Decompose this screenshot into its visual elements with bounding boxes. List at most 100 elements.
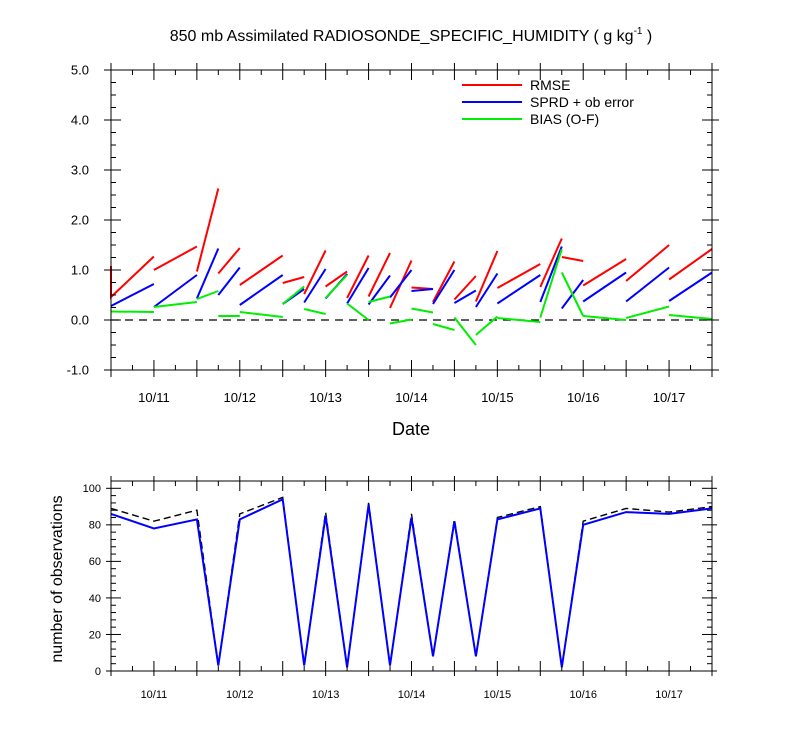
y-tick-label-2-0: 2.0 [71,213,89,228]
series-segment-sprd-ob-error [432,269,456,305]
series-segment-sprd-ob-error [389,269,413,299]
series-segment-sprd-ob-error [153,274,198,308]
x-tick-label-10-13: 10/13 [309,390,342,405]
series-segment-rmse [432,261,456,303]
bottom-axis-ticks: 10/11 10/12 10/13 10/14 10/15 10/16 10/17 0 20 40… [83,476,717,701]
legend-label-bias-o-f: BIAS (O-F) [530,111,599,127]
series-segment-bias-o-f [411,307,434,314]
x-tick-label-10-14: 10/14 [395,390,428,405]
series-segment-bias-o-f [475,315,499,336]
series-segment-bias-o-f [583,315,627,321]
top-axis-ticks: 10/11 10/12 10/13 10/14 10/15 10/16 10/17 5.0 4.… [67,63,719,405]
series-segment-sprd-ob-error [625,266,670,303]
series-segment-sprd-ob-error [453,289,477,304]
series-segment-bias-o-f [346,302,370,321]
series-segment-bias-o-f [625,305,670,319]
series-segment-rmse [625,244,670,282]
x-tick-label-10-14: 10/14 [398,689,426,701]
y-tick-label-100: 100 [83,483,101,495]
series-segment-rmse [367,252,391,297]
series-segment-rmse [217,247,241,275]
legend-label-sprd-ob-error: SPRD + ob error [530,94,634,110]
series-sprd-ob-error [110,246,713,310]
series-segment-rmse [153,245,198,271]
y-tick-label-1-0: -1.0 [67,363,89,378]
y-tick-label-0-0: 0.0 [71,313,89,328]
y-tick-label-40: 40 [89,593,101,605]
series-segment-rmse [561,256,584,262]
y-tick-label-4-0: 4.0 [71,113,89,128]
x-tick-label-10-12: 10/12 [226,689,254,701]
series-segment-sprd-ob-error [303,268,327,304]
x-tick-label-10-16: 10/16 [567,390,600,405]
y-tick-label-5-0: 5.0 [71,63,89,78]
chart-title-superscript: -1 [634,26,643,37]
series-bias-o-f [110,248,713,346]
series-segment-rmse [582,258,627,287]
series-segment-sprd-ob-error [496,274,541,305]
x-axis-label: Date [392,419,430,439]
series-segment-bias-o-f [239,311,283,318]
series-segment-bias-o-f [669,314,713,320]
series-segment-rmse [239,254,284,286]
series-segment-rmse [668,248,713,281]
series-used-observations [110,497,713,668]
series-segment-rmse [195,188,220,272]
series-segment-rmse [496,263,541,289]
series-segment-sprd-ob-error [582,271,627,303]
series-segment-bias-o-f [560,272,585,317]
series-segment-sprd-ob-error [668,271,713,302]
series-segment-rmse [282,276,305,284]
x-tick-label-10-16: 10/16 [569,689,597,701]
series-segment-sprd-ob-error [367,274,391,306]
y-tick-label-3-0: 3.0 [71,163,89,178]
chart-title-main: 850 mb Assimilated RADIOSONDE_SPECIFIC_H… [170,28,634,45]
series-segment-sprd-ob-error [239,274,284,306]
x-tick-label-10-12: 10/12 [224,390,257,405]
y-tick-label-60: 60 [89,556,101,568]
chart-title-end: ) [642,28,652,45]
series-segment-bias-o-f [539,248,563,318]
series-segment-rmse [110,255,155,300]
series-segment-rmse [474,250,499,302]
series-segment-sprd-ob-error [346,267,370,305]
series-segment-bias-o-f [282,285,305,305]
series-segment-rmse [325,270,348,288]
chart-title: 850 mb Assimilated RADIOSONDE_SPECIFIC_H… [170,26,653,45]
y-tick-label-0: 0 [95,666,101,678]
x-tick-label-10-13: 10/13 [312,689,340,701]
series-segment-bias-o-f [153,301,198,308]
x-tick-label-10-15: 10/15 [484,689,512,701]
series-segment-bias-o-f [324,274,348,299]
series-segment-bias-o-f [389,318,412,325]
bottom-plot-frame [110,480,713,672]
x-tick-label-10-17: 10/17 [655,689,683,701]
legend-label-rmse: RMSE [530,77,570,93]
y-tick-label-80: 80 [89,520,101,532]
y-tick-label-1-0: 1.0 [71,263,89,278]
series-segment-bias-o-f [303,308,326,315]
series-segment-sprd-ob-error [539,246,563,303]
series-segment-sprd-ob-error [475,272,499,308]
series-segment-rmse [453,275,477,301]
bottom-chart: 10/11 10/12 10/13 10/14 10/15 10/16 10/17 0 20 40… [49,476,717,701]
y-tick-label-20: 20 [89,629,101,641]
x-tick-label-10-15: 10/15 [481,390,514,405]
series-segment-sprd-ob-error [217,266,241,296]
series-segment-bias-o-f [196,290,219,300]
series-segment-sprd-ob-error [110,283,155,307]
series-segment-bias-o-f [453,316,477,346]
series-rmse [110,188,713,309]
series-segment-sprd-ob-error [195,248,220,299]
series-segment-sprd-ob-error [411,288,434,292]
series-segment-bias-o-f [368,295,391,303]
series-segment-bias-o-f [110,310,154,313]
series-segment-rmse [539,238,563,288]
series-segment-bias-o-f [432,323,455,331]
series-segment-rmse [303,250,327,295]
top-plot-frame [110,69,713,371]
y-axis-label: number of observations [49,495,66,662]
series-segment-bias-o-f [497,317,541,323]
bottom-series-group [110,496,713,668]
